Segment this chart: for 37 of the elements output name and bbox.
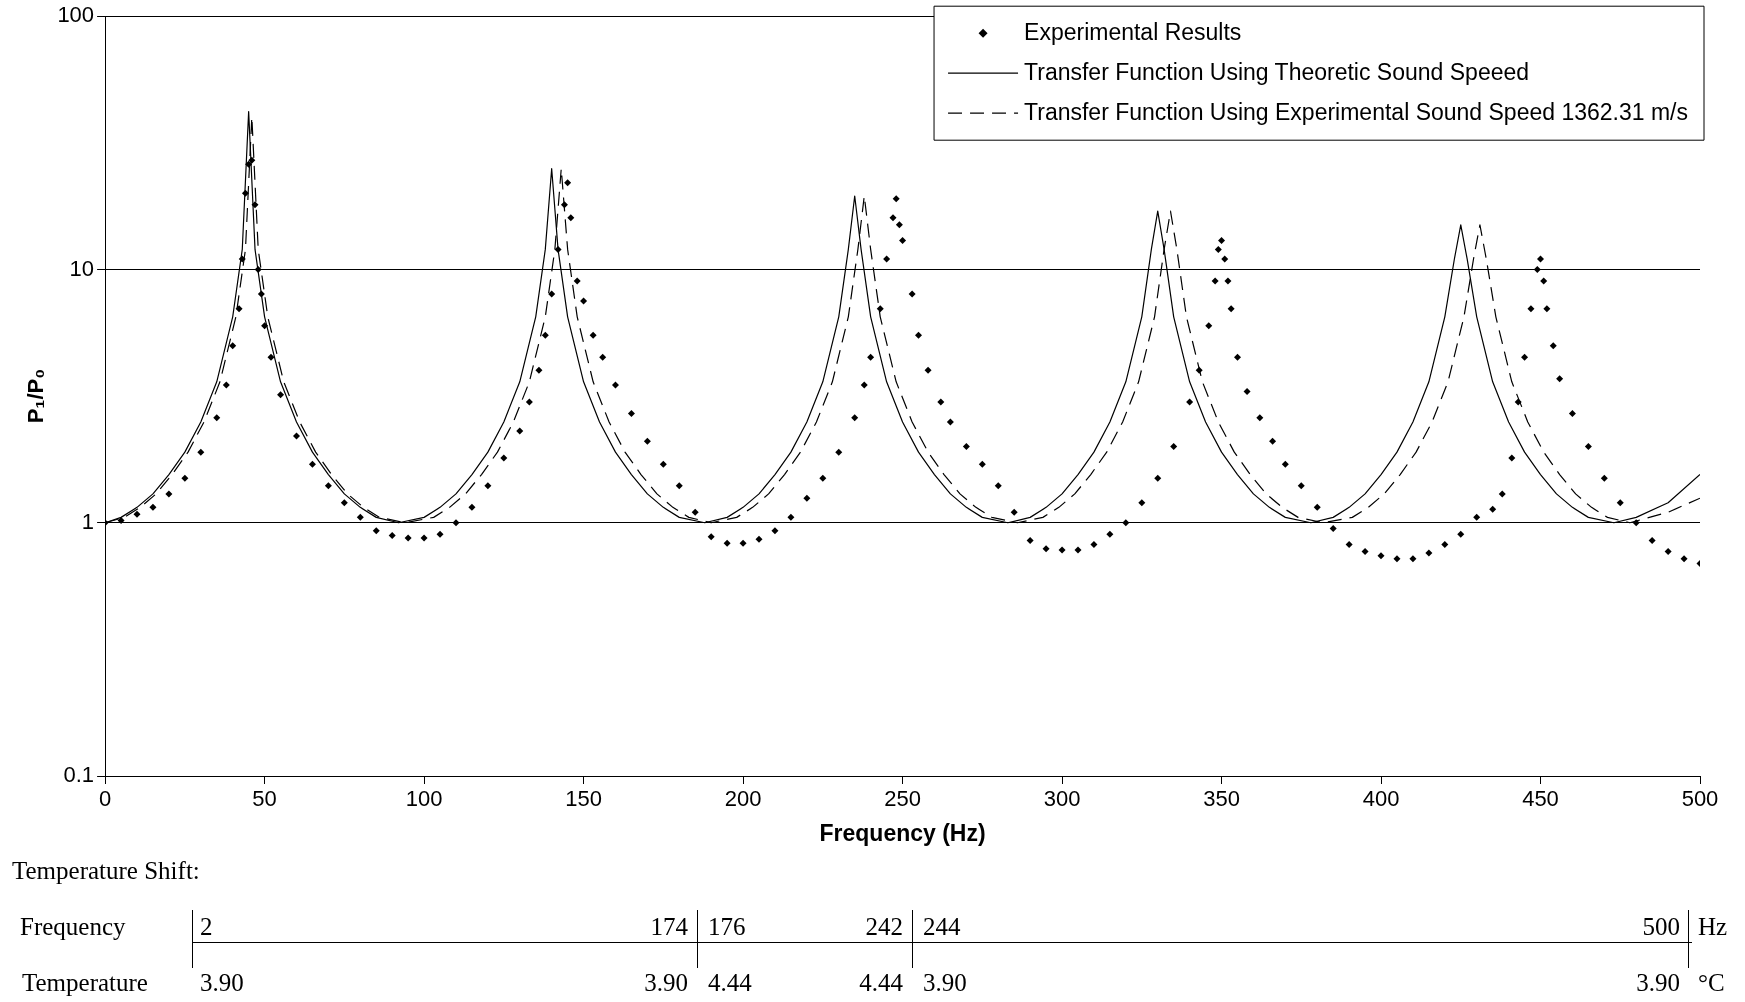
x-tick-label: 350 — [1203, 786, 1240, 812]
x-tick-label: 50 — [252, 786, 277, 812]
x-tick-label: 300 — [1043, 786, 1081, 812]
text: Temperature — [22, 969, 148, 996]
x-tick-label: 150 — [565, 786, 602, 812]
text: 2 — [200, 913, 213, 940]
x-tick-label: 100 — [405, 786, 443, 812]
legend-label: Transfer Function Using Theoretic Sound Speeed — [1024, 58, 1530, 85]
text: Temperature Shift: — [12, 857, 200, 884]
x-tick-label: 0 — [98, 786, 112, 812]
text: Hz — [1698, 913, 1728, 940]
text: Frequency — [20, 913, 126, 940]
text: 500 — [1642, 913, 1680, 940]
text: 3.90 — [923, 969, 967, 996]
x-tick-label: 450 — [1522, 786, 1559, 812]
y-tick-label: 100 — [57, 2, 95, 28]
text: 3.90 — [200, 969, 244, 996]
text: 3.90 — [644, 969, 688, 996]
x-tick-label: 200 — [724, 786, 762, 812]
text: 176 — [708, 913, 746, 940]
y-axis-title: P₁/P₀ — [23, 368, 49, 424]
text: 3.90 — [1636, 969, 1680, 996]
text: 4.44 — [859, 969, 903, 996]
legend-label: Transfer Function Using Experimental Sound Speed 1362.31 m/s — [1024, 98, 1689, 125]
y-tick-label: 10 — [69, 255, 95, 281]
text: 244 — [923, 913, 961, 940]
x-tick-label: 250 — [884, 786, 921, 812]
x-axis-title: Frequency (Hz) — [819, 819, 986, 846]
x-tick-label: 500 — [1681, 786, 1719, 812]
legend-label: Experimental Results — [1024, 18, 1242, 45]
text: 174 — [650, 913, 688, 940]
text: 242 — [865, 913, 903, 940]
y-tick-label: 0.1 — [63, 762, 95, 788]
y-tick-label: 1 — [81, 508, 95, 534]
text: 4.44 — [708, 969, 752, 996]
x-tick-label: 400 — [1362, 786, 1400, 812]
text: °C — [1698, 969, 1725, 996]
